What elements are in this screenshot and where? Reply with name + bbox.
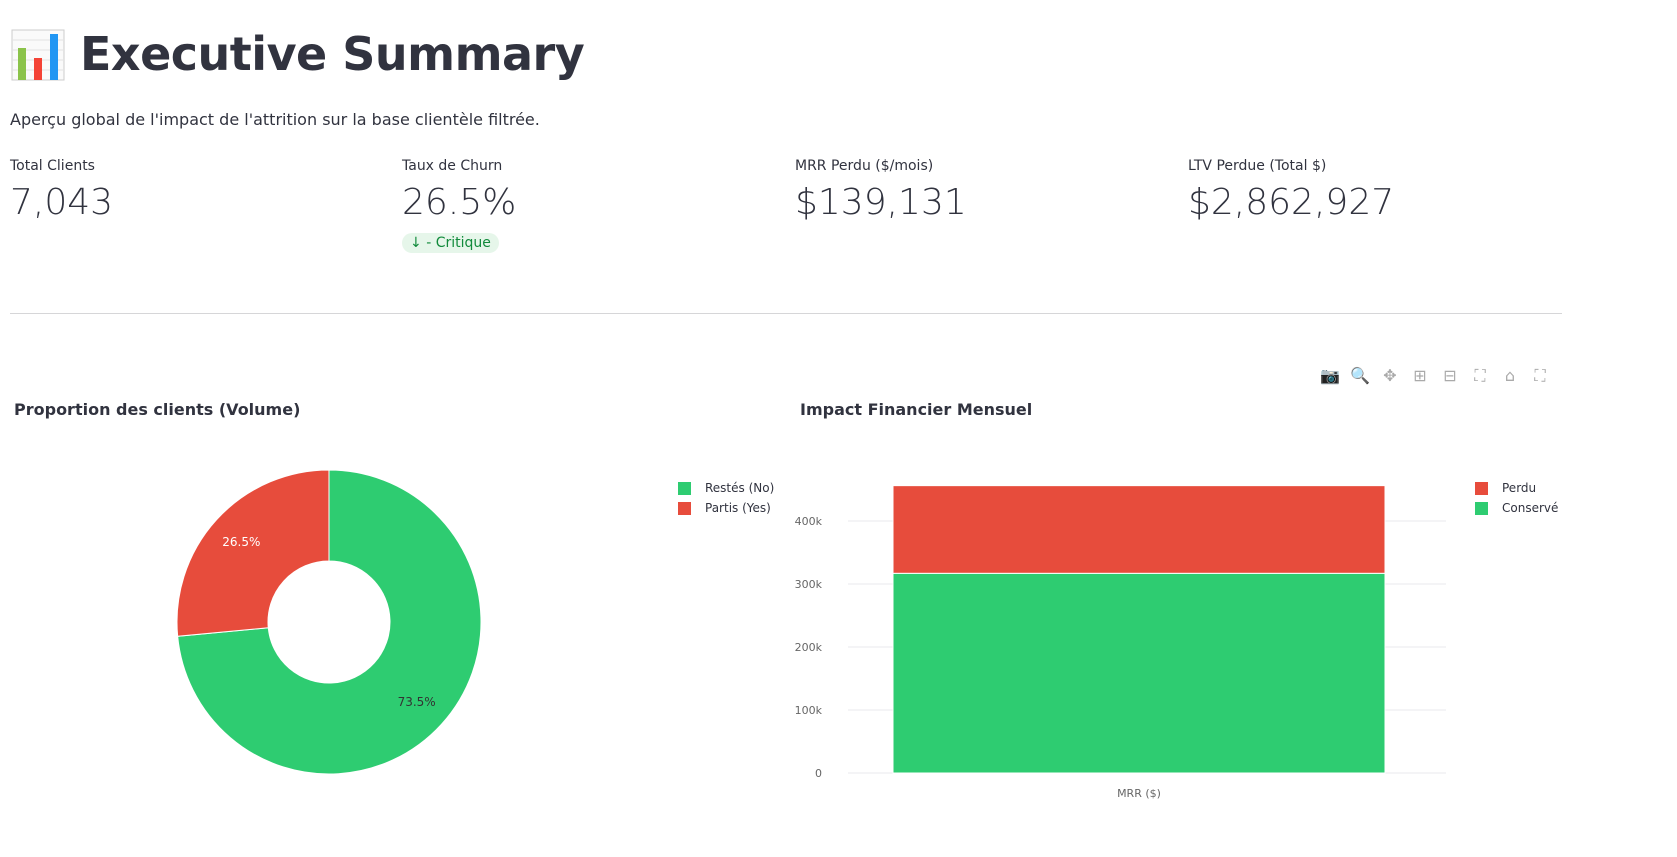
metric-label: Total Clients bbox=[10, 158, 95, 174]
legend-label: Partis (Yes) bbox=[705, 501, 771, 515]
reset-axes-icon[interactable]: ⌂ bbox=[1504, 366, 1516, 385]
legend-item[interactable]: Restés (No) bbox=[678, 481, 774, 495]
stacked-bar-chart: 0 100k 200k 300k 400k MRR ($) bbox=[795, 485, 1446, 800]
metric-ltv-lost: LTV Perdue (Total $) $2,862,927 bbox=[1188, 158, 1394, 223]
y-tick-label: 100k bbox=[795, 704, 823, 717]
bar-segment bbox=[892, 485, 1386, 574]
page-title: Executive Summary bbox=[10, 26, 585, 82]
metric-value: 26.5% bbox=[402, 182, 517, 223]
pie-legend: Restés (No) Partis (Yes) bbox=[678, 481, 774, 515]
zoom-icon[interactable]: 🔍 bbox=[1350, 366, 1370, 385]
metric-total-clients: Total Clients 7,043 bbox=[10, 158, 113, 223]
y-tick-label: 300k bbox=[795, 578, 823, 591]
metric-value: $139,131 bbox=[795, 182, 967, 223]
legend-item[interactable]: Perdu bbox=[1475, 481, 1558, 495]
y-tick-label: 400k bbox=[795, 515, 823, 528]
metric-mrr-lost: MRR Perdu ($/mois) $139,131 bbox=[795, 158, 967, 223]
delta-text: - Critique bbox=[426, 235, 491, 251]
metric-label: MRR Perdu ($/mois) bbox=[795, 158, 934, 174]
slice-label: 26.5% bbox=[222, 535, 260, 549]
legend-item[interactable]: Conservé bbox=[1475, 501, 1558, 515]
pie-slice bbox=[176, 469, 330, 637]
arrow-down-icon: ↓ bbox=[410, 235, 427, 251]
camera-icon[interactable]: 📷 bbox=[1320, 366, 1340, 385]
legend-swatch bbox=[678, 481, 691, 495]
page-subtitle: Aperçu global de l'impact de l'attrition… bbox=[10, 110, 540, 129]
legend-swatch bbox=[1475, 501, 1488, 515]
metric-label: LTV Perdue (Total $) bbox=[1188, 158, 1327, 174]
y-tick-label: 200k bbox=[795, 641, 823, 654]
pan-icon[interactable]: ✥ bbox=[1383, 366, 1397, 385]
donut-chart: 73.5% 26.5% bbox=[176, 469, 482, 775]
bar-chart-icon bbox=[11, 29, 65, 81]
legend-label: Restés (No) bbox=[705, 481, 775, 495]
y-tick-label: 0 bbox=[815, 767, 822, 780]
pie-chart-title: Proportion des clients (Volume) bbox=[14, 400, 301, 419]
pie-slice bbox=[177, 469, 482, 775]
metric-value: 7,043 bbox=[10, 182, 114, 223]
title-text: Executive Summary bbox=[80, 27, 585, 81]
autoscale-icon[interactable]: ⛶ bbox=[1474, 366, 1486, 385]
zoom-in-icon[interactable]: ⊞ bbox=[1413, 366, 1427, 385]
bar-chart-title: Impact Financier Mensuel bbox=[800, 400, 1033, 419]
divider bbox=[10, 313, 1562, 314]
chart-modebar: 📷 🔍 ✥ ⊞ ⊟ ⛶ ⌂ ⛶ bbox=[1320, 366, 1550, 386]
metric-value: $2,862,927 bbox=[1188, 182, 1395, 223]
legend-item[interactable]: Partis (Yes) bbox=[678, 501, 774, 515]
fullscreen-icon[interactable]: ⛶ bbox=[1534, 366, 1546, 385]
bar-legend: Perdu Conservé bbox=[1475, 481, 1558, 515]
slice-label: 73.5% bbox=[398, 695, 436, 709]
zoom-out-icon[interactable]: ⊟ bbox=[1443, 366, 1457, 385]
legend-swatch bbox=[1475, 481, 1488, 495]
legend-swatch bbox=[678, 501, 691, 515]
metric-label: Taux de Churn bbox=[402, 158, 503, 174]
x-tick-label: MRR ($) bbox=[1117, 787, 1161, 800]
metric-churn-rate: Taux de Churn 26.5% ↓ - Critique bbox=[402, 158, 516, 253]
metric-delta-badge: ↓ - Critique bbox=[402, 233, 499, 253]
bar-segment bbox=[892, 572, 1386, 774]
legend-label: Perdu bbox=[1502, 481, 1537, 495]
legend-label: Conservé bbox=[1502, 501, 1559, 515]
